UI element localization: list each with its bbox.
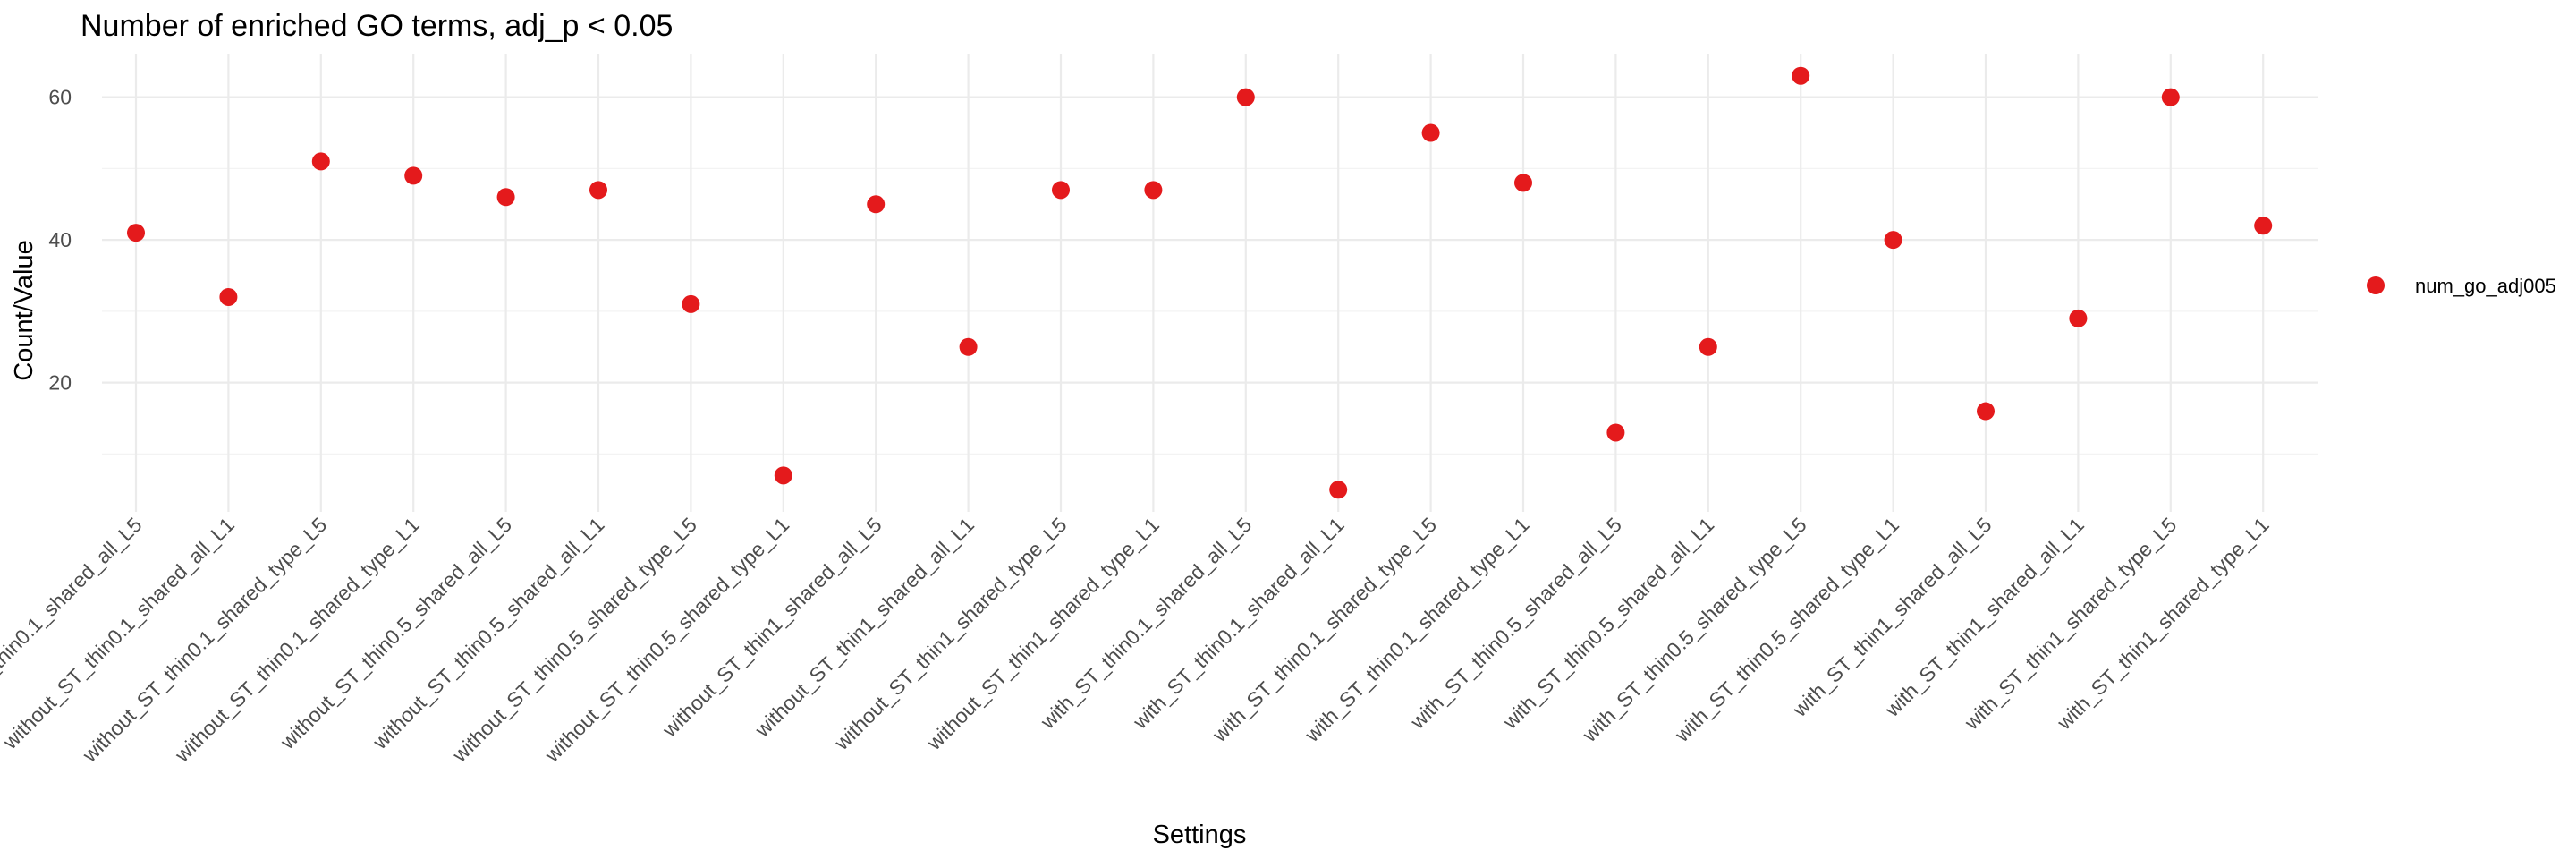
data-point bbox=[127, 224, 145, 242]
y-tick-label: 60 bbox=[48, 86, 72, 109]
data-point bbox=[867, 195, 886, 214]
data-point bbox=[2161, 88, 2180, 106]
y-axis-title: Count/Value bbox=[10, 240, 38, 380]
data-point bbox=[589, 181, 607, 200]
data-point bbox=[1514, 174, 1532, 192]
data-point bbox=[1052, 181, 1070, 200]
data-point bbox=[1606, 423, 1625, 442]
data-point bbox=[682, 294, 700, 313]
data-point bbox=[1792, 66, 1810, 85]
y-tick-label: 20 bbox=[48, 371, 72, 395]
data-point bbox=[219, 287, 238, 306]
data-point bbox=[1977, 402, 1995, 421]
legend-key bbox=[2367, 276, 2385, 294]
data-point bbox=[1144, 181, 1163, 200]
data-point bbox=[311, 152, 330, 171]
x-tick-label: with_ST_thin1_shared_all_L5 bbox=[1787, 513, 1996, 721]
data-point bbox=[1699, 337, 1717, 356]
data-point bbox=[496, 188, 515, 207]
data-point bbox=[404, 166, 423, 185]
legend-label: num_go_adj005 bbox=[2415, 275, 2556, 297]
data-point bbox=[1884, 231, 1902, 250]
grid bbox=[102, 54, 2318, 512]
data-points bbox=[127, 66, 2273, 499]
x-axis-title: Settings bbox=[1153, 821, 1247, 849]
y-axis-ticks: 20 40 60 bbox=[48, 86, 72, 395]
y-tick-label: 40 bbox=[48, 228, 72, 251]
data-point bbox=[2254, 217, 2273, 235]
legend: num_go_adj005 bbox=[2367, 275, 2556, 297]
data-point bbox=[2069, 309, 2088, 327]
data-point bbox=[774, 466, 792, 485]
data-point bbox=[1329, 481, 1348, 499]
data-point bbox=[1421, 123, 1440, 142]
x-axis-ticks: without_ST_thin0.1_shared_all_L5without_… bbox=[0, 513, 2274, 767]
x-tick-label: with_ST_thin1_shared_all_L1 bbox=[1880, 513, 2089, 721]
chart-title: Number of enriched GO terms, adj_p < 0.0… bbox=[80, 9, 673, 43]
data-point bbox=[1236, 88, 1255, 106]
data-point bbox=[959, 337, 978, 356]
